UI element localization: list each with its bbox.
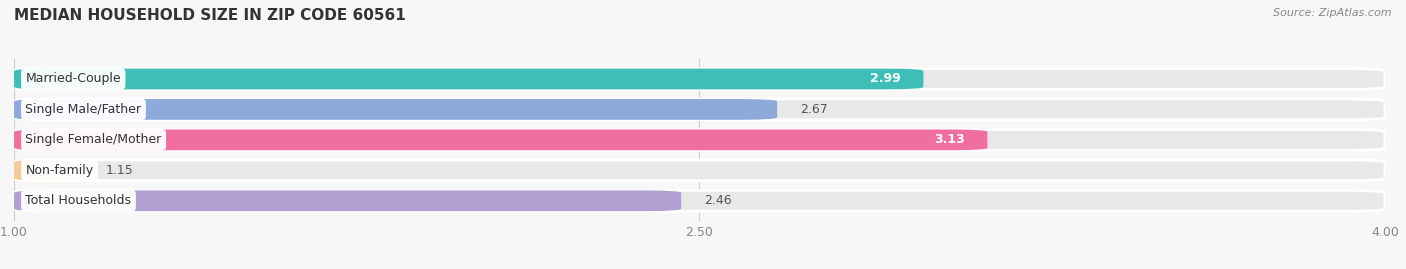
FancyBboxPatch shape: [14, 99, 1385, 120]
FancyBboxPatch shape: [14, 130, 1385, 150]
Text: Married-Couple: Married-Couple: [25, 72, 121, 86]
Text: 2.46: 2.46: [704, 194, 731, 207]
Text: Single Female/Mother: Single Female/Mother: [25, 133, 162, 146]
FancyBboxPatch shape: [14, 160, 1385, 181]
Text: 2.67: 2.67: [800, 103, 828, 116]
FancyBboxPatch shape: [14, 160, 83, 181]
FancyBboxPatch shape: [14, 69, 924, 89]
Text: 1.15: 1.15: [105, 164, 134, 177]
FancyBboxPatch shape: [14, 190, 682, 211]
Text: 3.13: 3.13: [934, 133, 965, 146]
Text: MEDIAN HOUSEHOLD SIZE IN ZIP CODE 60561: MEDIAN HOUSEHOLD SIZE IN ZIP CODE 60561: [14, 8, 406, 23]
Text: Single Male/Father: Single Male/Father: [25, 103, 142, 116]
FancyBboxPatch shape: [14, 130, 987, 150]
Text: 2.99: 2.99: [870, 72, 901, 86]
FancyBboxPatch shape: [14, 69, 1385, 89]
FancyBboxPatch shape: [14, 99, 778, 120]
Text: Total Households: Total Households: [25, 194, 132, 207]
Text: Source: ZipAtlas.com: Source: ZipAtlas.com: [1274, 8, 1392, 18]
FancyBboxPatch shape: [14, 190, 1385, 211]
Text: Non-family: Non-family: [25, 164, 94, 177]
